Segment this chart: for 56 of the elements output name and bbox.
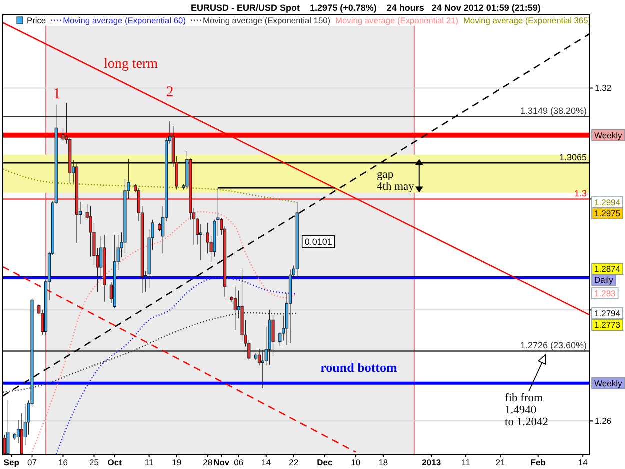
x-tick-label: 14 <box>578 458 588 468</box>
x-tick-label: 14 <box>262 458 272 468</box>
x-tick-label: 28 <box>203 458 213 468</box>
x-tick-label: 16 <box>58 458 68 468</box>
annotation: fib from 1.4940 to 1.2042 <box>505 392 549 429</box>
candlestick <box>103 234 106 302</box>
candlestick <box>113 234 116 309</box>
ref-line-label: 1.2726 (23.60%) <box>520 340 587 351</box>
x-tick-label: 18 <box>378 458 388 468</box>
legend-label: Price <box>27 15 46 26</box>
ref-line-label: Weekly <box>594 378 623 388</box>
chart-title: EURUSD - EUR/USD Spot 1.2975 (+0.78%) 24 hours 24 Nov 2012 01:59 (21:59) <box>191 3 541 13</box>
annotation: 2 <box>166 84 174 100</box>
x-tick-label: 22 <box>289 458 299 468</box>
ref-line-label: Daily <box>594 275 614 286</box>
candlestick <box>6 400 10 454</box>
x-tick-label: 06 <box>234 458 244 468</box>
annotation: long term <box>104 56 158 72</box>
annotation: round bottom <box>320 360 398 376</box>
ref-line-label: 1.3149 (38.20%) <box>520 106 587 116</box>
ref-line-label: Weekly <box>594 130 623 140</box>
annotation: 1.2794 <box>594 308 621 318</box>
annotation: 1.2975 <box>594 208 621 219</box>
annotation: gap 4th may <box>377 168 415 194</box>
x-tick-label: Dec <box>317 458 333 468</box>
annotation: 0.0101 <box>304 237 332 248</box>
legend-label: Moving average (Exponential 150) <box>202 15 331 26</box>
x-tick-label: 07 <box>28 458 38 468</box>
candlestick <box>288 269 292 344</box>
x-tick-label: 10 <box>351 458 361 468</box>
x-tick-label: 21 <box>496 458 506 468</box>
x-tick-label: 11 <box>144 458 154 468</box>
ref-line-label: 1.3065 <box>559 152 587 163</box>
x-tick-label: 11 <box>462 458 471 468</box>
x-tick-label: 2013 <box>422 458 442 468</box>
line-series <box>32 211 298 453</box>
x-tick-label: Feb <box>530 458 546 468</box>
candlestick <box>296 202 299 278</box>
annotation: 1.2773 <box>594 320 621 330</box>
x-tick-label: 19 <box>172 458 182 468</box>
x-tick-label: Nov <box>214 458 230 468</box>
x-tick-label: Sep <box>4 458 20 468</box>
y-tick-label: 1.26 <box>595 416 612 426</box>
y-tick-label: 1.32 <box>595 83 612 94</box>
candlestick <box>75 162 79 244</box>
candlestick <box>234 286 237 330</box>
ref-line-label: 1.3 <box>574 188 587 199</box>
text: Moving average (Exponential 21) <box>336 15 459 26</box>
annotation: 1.2874 <box>594 264 621 274</box>
legend-label: Moving average (Exponential 60) <box>63 15 186 26</box>
annotation: 1 <box>53 86 61 102</box>
annotation: 1.2994 <box>594 198 621 208</box>
x-tick-label: 25 <box>90 458 100 468</box>
annotation: 1.283 <box>594 288 616 299</box>
candlestick <box>268 310 272 366</box>
x-tick-label: Oct <box>108 458 122 468</box>
